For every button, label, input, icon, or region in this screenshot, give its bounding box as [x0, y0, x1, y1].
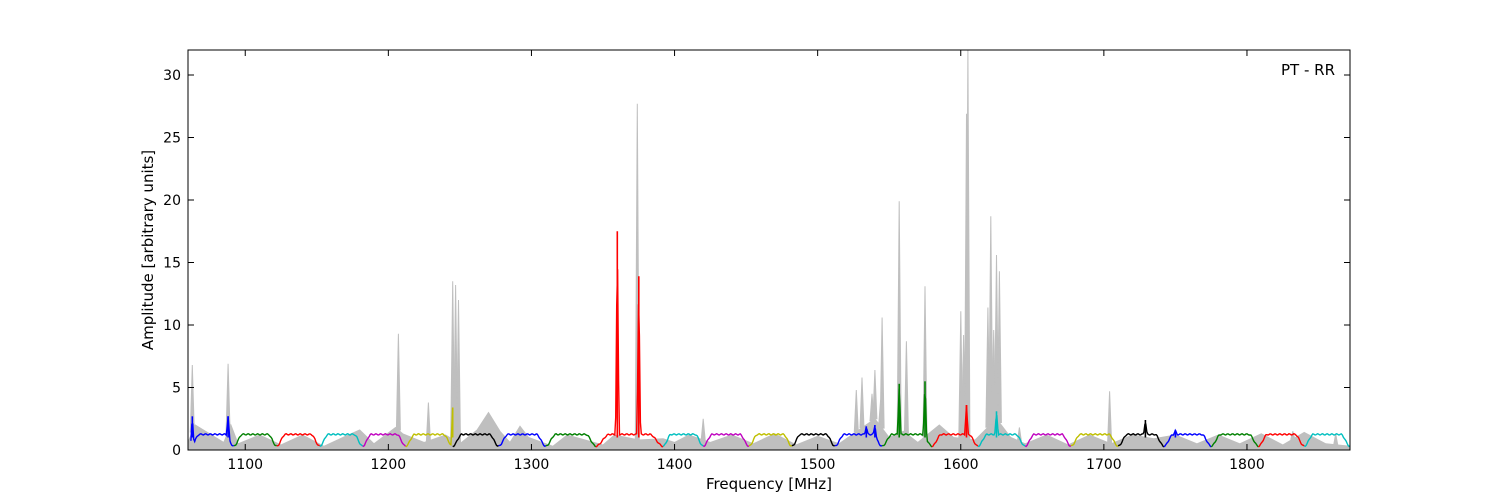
raw-spectrum-spike	[700, 418, 706, 441]
series-segment	[1070, 433, 1119, 448]
raw-spectrum-spike	[1333, 433, 1339, 446]
series-segment	[498, 433, 547, 447]
y-tick-label: 20	[163, 193, 181, 209]
series-segment	[977, 414, 1026, 448]
series-segment	[319, 433, 364, 447]
series-segment	[233, 433, 277, 447]
raw-spectrum-spike	[872, 369, 878, 420]
raw-spectrum-spike	[879, 317, 885, 429]
series-segment	[190, 416, 234, 447]
series-segment	[595, 269, 664, 448]
raw-spectrum-spike	[853, 389, 859, 433]
series-segment	[931, 404, 979, 448]
series-segment	[405, 407, 454, 448]
series-segment	[1257, 433, 1305, 448]
series-segment	[452, 433, 499, 448]
y-tick-label: 30	[163, 68, 181, 84]
x-tick-label: 1800	[1229, 457, 1265, 473]
raw-spectrum-spike	[996, 271, 1002, 423]
raw-spectrum-spike	[988, 216, 994, 425]
y-tick-label: 25	[163, 131, 181, 147]
series-lines	[190, 231, 1350, 448]
raw-spectrum-spike	[1107, 391, 1113, 444]
plot-frame	[187, 49, 1351, 451]
x-axis-label: Frequency [MHz]	[706, 475, 832, 493]
series-segment	[702, 433, 750, 448]
raw-spectrum-spike	[425, 402, 431, 442]
series-segment	[882, 388, 933, 448]
y-tick-label: 15	[163, 256, 181, 272]
series-segment	[791, 433, 835, 447]
series-segment	[276, 433, 321, 447]
series-segment	[545, 433, 597, 448]
raw-spectrum-spike	[859, 377, 865, 429]
raw-spectrum-spike	[455, 299, 462, 444]
x-tick-label: 1300	[514, 457, 550, 473]
series-segment	[662, 433, 704, 447]
series-segment	[362, 432, 407, 448]
x-tick-label: 1500	[800, 457, 836, 473]
raw-spectrum-spike	[965, 50, 971, 440]
series-segment	[748, 433, 793, 447]
y-tick-label: 10	[163, 318, 181, 334]
chart-annotation: PT - RR	[1281, 61, 1335, 79]
plot-area	[188, 50, 1350, 450]
y-axis-label: Amplitude [arbitrary units]	[139, 150, 157, 350]
series-segment	[1117, 423, 1165, 448]
series-segment	[1303, 433, 1350, 448]
x-tick-label: 1400	[657, 457, 693, 473]
series-segment	[1210, 433, 1259, 448]
series-segment	[1024, 433, 1072, 448]
y-tick-label: 0	[172, 443, 181, 459]
x-tick-label: 1600	[943, 457, 979, 473]
y-tick-label: 5	[172, 381, 181, 397]
raw-spectrum	[188, 50, 1350, 450]
axis-ticks: 1100 1200 1300 1400 1500 1600 1700 1800 0 5 10 15 20…	[163, 50, 1350, 473]
raw-spectrum-spike	[395, 333, 401, 431]
series-segment	[1163, 428, 1212, 448]
raw-spectrum-spike	[1016, 427, 1022, 442]
x-tick-label: 1700	[1086, 457, 1122, 473]
x-tick-label: 1100	[227, 457, 263, 473]
x-tick-label: 1200	[371, 457, 407, 473]
